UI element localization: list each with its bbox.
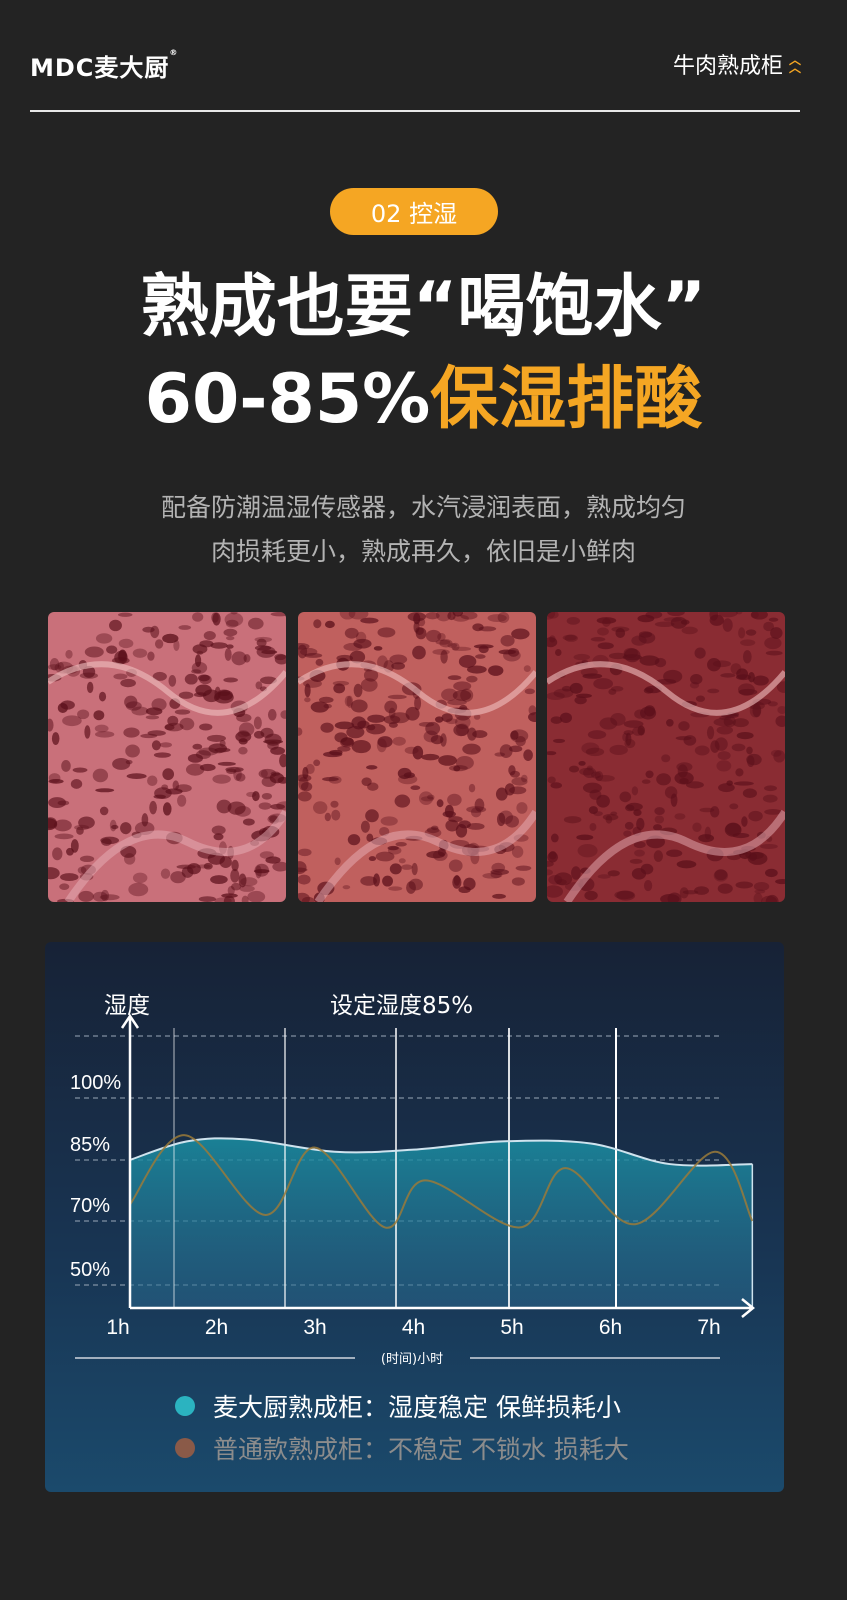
x-axis <box>130 1298 755 1318</box>
headline-line1: 熟成也要“喝饱水” <box>140 268 707 347</box>
x-tick-label: 4h <box>402 1316 425 1339</box>
stable-series-area <box>129 1138 753 1308</box>
legend-item-normal: 普通款熟成柜：不稳定 不锁水 损耗大 <box>175 1430 629 1466</box>
beef-photo-1 <box>48 612 286 902</box>
legend-label-stable: 麦大厨熟成柜：湿度稳定 保鲜损耗小 <box>213 1393 621 1422</box>
normal-series-line <box>129 1134 754 1229</box>
header-divider <box>30 110 800 112</box>
y-axis <box>120 1013 140 1308</box>
headline-line2: 60-85%保湿排酸 <box>0 360 847 440</box>
section-badge: 02 控湿 <box>330 188 498 235</box>
y-tick-label: 100% <box>70 1072 121 1094</box>
humidity-range: 60-85% <box>144 360 431 439</box>
chart-title: 设定湿度85% <box>330 993 473 1019</box>
legend-dot-normal <box>175 1438 195 1458</box>
headline-highlight: 保湿排酸 <box>430 360 703 439</box>
beef-photo-2 <box>298 612 536 902</box>
logo-text: MDC麦大厨 <box>30 54 170 82</box>
x-tick-label: 1h <box>106 1316 129 1339</box>
x-tick-label: 6h <box>599 1316 622 1339</box>
brand-logo: MDC麦大厨® <box>30 48 178 83</box>
y-tick-label: 85% <box>70 1134 110 1156</box>
y-axis-label: 湿度 <box>104 993 150 1019</box>
stable-series-line <box>129 1137 753 1167</box>
double-chevron-up-icon: ︿ ︿ <box>788 53 801 75</box>
beef-photo-3 <box>547 612 785 902</box>
x-tick-label: 5h <box>500 1316 523 1339</box>
description: 配备防潮温湿传感器，水汽浸润表面，熟成均匀 肉损耗更小，熟成再久，依旧是小鲜肉 <box>0 486 847 574</box>
product-title-text: 牛肉熟成柜 <box>672 54 783 79</box>
product-title: 牛肉熟成柜 ︿ ︿ <box>673 48 801 80</box>
description-line2: 肉损耗更小，熟成再久，依旧是小鲜肉 <box>210 537 636 566</box>
registered-mark: ® <box>169 48 179 57</box>
x-axis-label: (时间)小时 <box>381 1352 443 1367</box>
legend-label-normal: 普通款熟成柜：不稳定 不锁水 损耗大 <box>213 1435 629 1464</box>
x-tick-label: 3h <box>303 1316 326 1339</box>
x-tick-label: 2h <box>205 1316 228 1339</box>
y-tick-label: 70% <box>70 1195 110 1217</box>
description-line1: 配备防潮温湿传感器，水汽浸润表面，熟成均匀 <box>160 493 686 522</box>
x-tick-label: 7h <box>697 1316 720 1339</box>
legend-dot-stable <box>175 1396 195 1416</box>
legend-item-stable: 麦大厨熟成柜：湿度稳定 保鲜损耗小 <box>175 1388 621 1424</box>
y-tick-label: 50% <box>70 1259 110 1281</box>
